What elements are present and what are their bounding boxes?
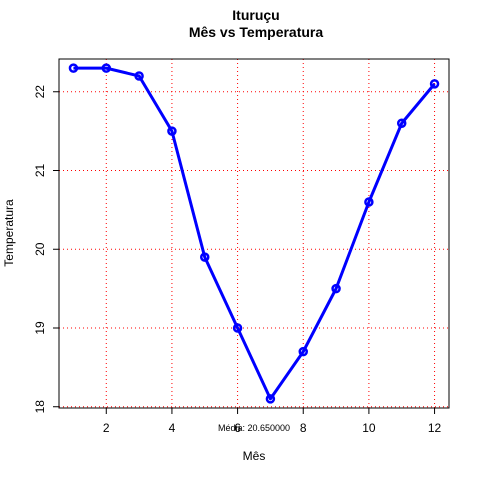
x-axis-label: Mês: [243, 449, 266, 463]
data-point: [265, 394, 276, 404]
x-tick-label: 2: [103, 421, 110, 435]
y-axis-label: Temperatura: [2, 199, 16, 267]
y-tick-label: 19: [33, 321, 47, 335]
annotation: Média: 20.650000: [218, 423, 290, 433]
data-point: [167, 126, 177, 136]
x-tick-label: 10: [362, 421, 376, 435]
chart-subtitle: Mês vs Temperatura: [189, 24, 324, 40]
chart-title: Ituruçu: [232, 7, 279, 23]
data-point: [68, 63, 79, 73]
y-tick-label: 21: [33, 164, 47, 178]
series: [68, 63, 440, 404]
y-axis: 18 19 20 21 22: [33, 85, 60, 414]
data-point: [200, 252, 210, 262]
data-point: [101, 63, 112, 73]
data-point: [298, 346, 308, 357]
y-tick-label: 22: [33, 85, 47, 99]
y-tick-label: 20: [33, 242, 47, 256]
x-tick-label: 12: [428, 421, 442, 435]
data-point: [429, 79, 440, 89]
x-axis: 2 4 6 8 10 12: [103, 407, 442, 435]
x-tick-label: 8: [300, 421, 307, 435]
x-tick-label: 6: [234, 421, 241, 435]
data-point: [364, 197, 374, 207]
data-point: [232, 323, 243, 333]
grid: [59, 59, 449, 408]
data-point: [331, 283, 341, 294]
series-line: [73, 66, 436, 401]
data-point: [396, 118, 407, 129]
data-point: [134, 71, 144, 81]
x-tick-label: 4: [169, 421, 176, 435]
y-tick-label: 18: [33, 400, 47, 414]
plot-border: [58, 58, 450, 409]
